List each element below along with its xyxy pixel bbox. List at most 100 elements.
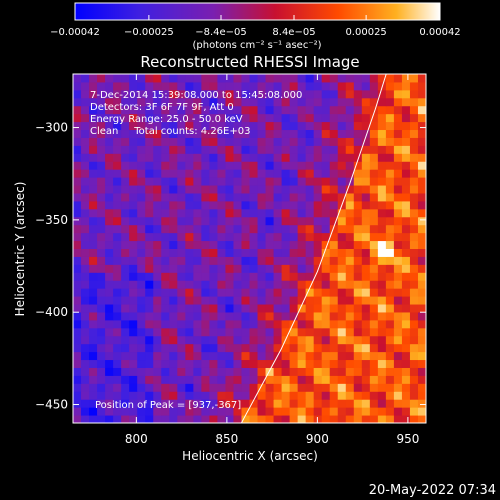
- heatmap-cell: [241, 129, 250, 138]
- heatmap-cell: [201, 232, 210, 242]
- heatmap-cell: [113, 399, 122, 408]
- heatmap-cell: [81, 296, 90, 305]
- heatmap-cell: [385, 311, 395, 321]
- heatmap-cell: [225, 105, 234, 115]
- heatmap-cell: [145, 272, 154, 281]
- heatmap-cell: [121, 280, 130, 289]
- heatmap-cell: [185, 192, 194, 202]
- heatmap-cell: [321, 177, 331, 186]
- heatmap-cell: [257, 89, 267, 99]
- heatmap-cell: [161, 296, 170, 305]
- heatmap-cell: [129, 216, 138, 226]
- heatmap-cell: [225, 74, 234, 83]
- heatmap-cell: [281, 343, 291, 353]
- heatmap-cell: [193, 264, 202, 273]
- heatmap-cell: [129, 399, 138, 408]
- heatmap-cell: [289, 161, 299, 170]
- heatmap-cell: [129, 137, 138, 146]
- heatmap-cell: [121, 351, 130, 361]
- heatmap-cell: [417, 161, 426, 170]
- heatmap-cell: [361, 113, 371, 123]
- heatmap-cell: [209, 129, 218, 138]
- heatmap-cell: [161, 113, 170, 123]
- heatmap-cell: [73, 256, 82, 265]
- heatmap-cell: [105, 304, 114, 313]
- heatmap-cell: [281, 296, 291, 305]
- heatmap-cell: [297, 137, 307, 146]
- heatmap-cell: [177, 367, 186, 376]
- heatmap-cell: [417, 137, 426, 146]
- heatmap-cell: [225, 97, 234, 107]
- heatmap-cell: [321, 296, 331, 305]
- heatmap-cell: [377, 359, 387, 368]
- heatmap-cell: [329, 415, 339, 423]
- heatmap-cell: [161, 304, 170, 313]
- heatmap-cell: [313, 264, 323, 273]
- heatmap-cell: [377, 169, 387, 178]
- heatmap-cell: [177, 208, 186, 218]
- heatmap-cell: [241, 89, 250, 99]
- heatmap-cell: [201, 240, 210, 249]
- heatmap-cell: [145, 145, 154, 154]
- heatmap-cell: [273, 232, 283, 242]
- heatmap-cell: [273, 248, 283, 257]
- heatmap-cell: [185, 81, 194, 91]
- heatmap-cell: [105, 97, 114, 107]
- heatmap-cell: [177, 304, 186, 313]
- heatmap-cell: [145, 407, 154, 416]
- heatmap-cell: [193, 391, 202, 400]
- heatmap-cell: [105, 81, 114, 91]
- heatmap-cell: [289, 415, 299, 423]
- heatmap-cell: [73, 97, 82, 107]
- heatmap-cell: [273, 169, 283, 178]
- heatmap-cell: [417, 407, 426, 416]
- heatmap-cell: [401, 407, 411, 416]
- heatmap-cell: [89, 97, 98, 107]
- heatmap-cell: [361, 145, 371, 154]
- heatmap-cell: [329, 185, 339, 194]
- heatmap-cell: [385, 113, 395, 123]
- heatmap-cell: [73, 415, 82, 423]
- heatmap-cell: [377, 105, 387, 115]
- heatmap-cell: [313, 359, 323, 368]
- heatmap-cell: [209, 311, 218, 321]
- heatmap-cell: [281, 280, 291, 289]
- heatmap-cell: [241, 145, 250, 154]
- heatmap-cell: [225, 311, 234, 321]
- heatmap-cell: [177, 169, 186, 178]
- heatmap-cell: [257, 319, 267, 329]
- heatmap-cell: [105, 288, 114, 297]
- heatmap-cell: [289, 216, 299, 226]
- heatmap-cell: [273, 288, 283, 297]
- heatmap-cell: [233, 288, 242, 297]
- heatmap-cell: [73, 367, 82, 376]
- heatmap-cell: [369, 74, 379, 83]
- heatmap-cell: [345, 367, 355, 376]
- heatmap-cell: [385, 327, 395, 337]
- heatmap-cell: [193, 113, 202, 123]
- heatmap-cell: [217, 327, 226, 337]
- heatmap-cell: [177, 319, 186, 329]
- heatmap-cell: [81, 351, 90, 361]
- heatmap-cell: [345, 272, 355, 281]
- heatmap-cell: [105, 367, 114, 376]
- heatmap-cell: [305, 200, 315, 210]
- heatmap-cell: [353, 311, 363, 321]
- heatmap-cell: [89, 296, 98, 305]
- heatmap-cell: [305, 383, 315, 392]
- heatmap-cell: [265, 272, 275, 281]
- heatmap-cell: [121, 200, 130, 210]
- heatmap-cell: [297, 185, 307, 194]
- heatmap-cell: [193, 296, 202, 305]
- heatmap-cell: [233, 319, 242, 329]
- heatmap-cell: [193, 121, 202, 131]
- heatmap-cell: [377, 280, 387, 289]
- heatmap-cell: [137, 367, 146, 376]
- heatmap-cell: [137, 161, 146, 170]
- heatmap-cell: [81, 248, 90, 257]
- heatmap-cell: [209, 177, 218, 186]
- heatmap-cell: [361, 137, 371, 146]
- heatmap-cell: [137, 145, 146, 154]
- heatmap-cell: [249, 367, 259, 376]
- heatmap-cell: [273, 137, 283, 146]
